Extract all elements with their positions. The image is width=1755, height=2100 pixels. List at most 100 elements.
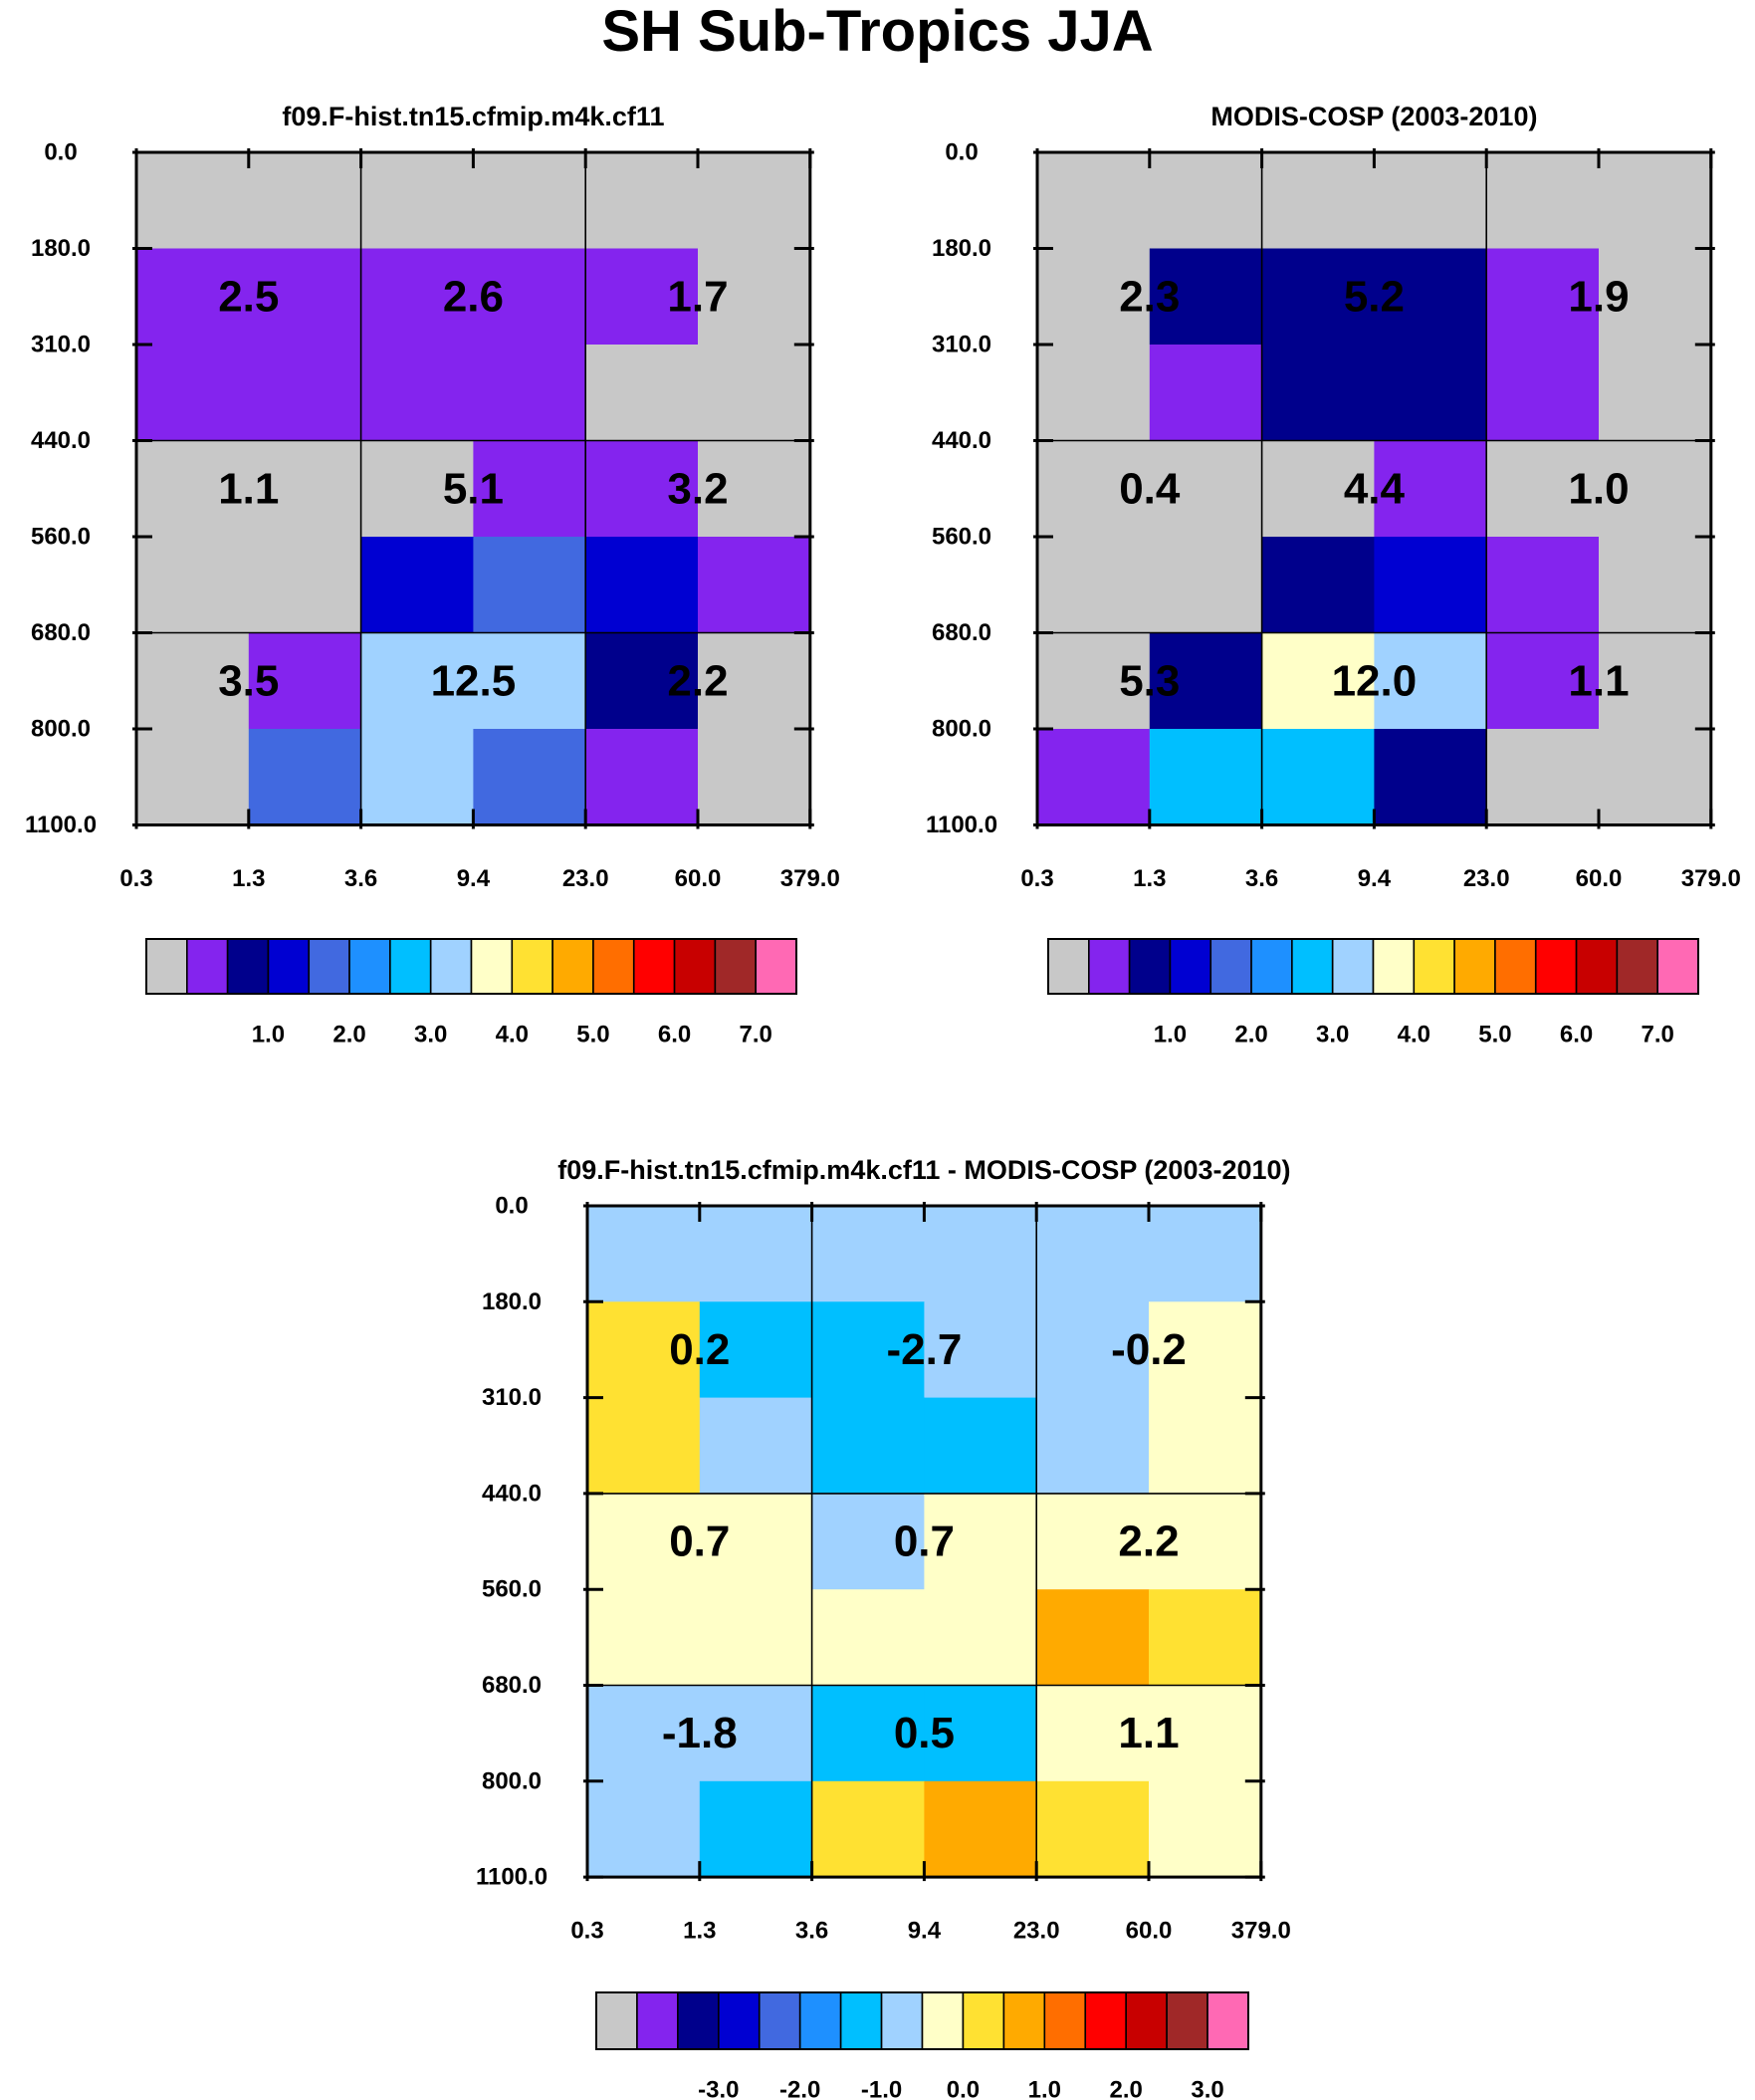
heatmap-cell bbox=[1149, 248, 1263, 346]
heatmap-cell bbox=[473, 440, 586, 538]
cell-value-label: 1.1 bbox=[1568, 656, 1629, 705]
y-tick-label: 680.0 bbox=[482, 1672, 542, 1699]
figure-title: SH Sub-Tropics JJA bbox=[601, 0, 1154, 64]
cell-value-label: 5.2 bbox=[1344, 272, 1405, 321]
x-tick-label: 60.0 bbox=[1576, 865, 1623, 892]
heatmap-cell bbox=[811, 1493, 925, 1590]
y-tick-label: 680.0 bbox=[932, 619, 991, 646]
colorbar-swatch bbox=[595, 1991, 638, 2050]
heatmap-cell bbox=[699, 1493, 813, 1590]
colorbar-swatch bbox=[1043, 1991, 1087, 2050]
cell-value-label: 12.0 bbox=[1332, 656, 1418, 705]
colorbar-swatch bbox=[714, 938, 757, 995]
colorbar-swatch bbox=[1207, 1991, 1249, 2050]
heatmap-cell bbox=[1036, 1780, 1150, 1878]
heatmap-cell bbox=[699, 1685, 813, 1782]
heatmap-cell bbox=[1599, 152, 1712, 250]
colorbar-swatch bbox=[145, 938, 188, 995]
colorbar-swatch bbox=[921, 1991, 965, 2050]
colorbar-label: 4.0 bbox=[496, 1022, 529, 1049]
heatmap-cell bbox=[811, 1397, 925, 1495]
y-tick-label: 560.0 bbox=[932, 524, 991, 551]
x-tick-label: 3.6 bbox=[795, 1918, 828, 1945]
y-tick-label: 1100.0 bbox=[476, 1864, 548, 1891]
colorbar-label: 4.0 bbox=[1398, 1022, 1430, 1049]
cell-value-label: 5.3 bbox=[1119, 656, 1180, 705]
x-tick-label: 9.4 bbox=[457, 865, 491, 892]
heatmap-cell bbox=[1261, 440, 1375, 538]
colorbar-frame bbox=[145, 938, 797, 995]
heatmap-cell bbox=[699, 1780, 813, 1878]
heatmap-cell bbox=[1037, 248, 1151, 346]
heatmap-cell bbox=[1037, 440, 1151, 538]
heatmap-cell bbox=[811, 1685, 925, 1782]
x-tick-label: 60.0 bbox=[675, 865, 722, 892]
heatmap-cell bbox=[248, 440, 362, 538]
colorbar-label: 3.0 bbox=[1316, 1022, 1349, 1049]
heatmap-cell bbox=[1599, 440, 1712, 538]
heatmap-cell bbox=[924, 1493, 1037, 1590]
cell-value-label: 1.1 bbox=[218, 464, 279, 513]
x-tick-label: 23.0 bbox=[1013, 1918, 1060, 1945]
cell-value-label: -0.2 bbox=[1111, 1325, 1187, 1374]
cell-value-label: 1.1 bbox=[1118, 1709, 1179, 1757]
heatmap-cell bbox=[1599, 345, 1712, 442]
heatmap-cell bbox=[698, 440, 811, 538]
heatmap-cell bbox=[587, 1301, 701, 1399]
heatmap-cell bbox=[585, 537, 699, 634]
heatmap-cell bbox=[699, 1397, 813, 1495]
colorbar-label: -3.0 bbox=[698, 2077, 739, 2100]
colorbar-swatch bbox=[677, 1991, 720, 2050]
heatmap-cell bbox=[1261, 632, 1375, 730]
y-tick-label: 180.0 bbox=[482, 1288, 542, 1315]
cell-value-label: 0.5 bbox=[894, 1709, 955, 1757]
heatmap-cell bbox=[1374, 632, 1487, 730]
heatmap-cell bbox=[473, 632, 586, 730]
cell-value-label: 0.7 bbox=[894, 1517, 955, 1566]
heatmap-cell bbox=[1599, 537, 1712, 634]
colorbar-swatch bbox=[1169, 938, 1212, 995]
heatmap-cell bbox=[699, 1301, 813, 1399]
colorbar-label: 6.0 bbox=[1560, 1022, 1593, 1049]
colorbar-label: -1.0 bbox=[861, 2077, 902, 2100]
heatmap-cell bbox=[248, 345, 362, 442]
heatmap-cell bbox=[136, 248, 250, 346]
colorbar-swatch bbox=[1372, 938, 1416, 995]
colorbar-swatch bbox=[592, 938, 635, 995]
colorbar-swatch bbox=[511, 938, 553, 995]
heatmap-cell bbox=[811, 1780, 925, 1878]
heatmap-cell bbox=[1149, 1397, 1262, 1495]
heatmap-cell bbox=[587, 1589, 701, 1687]
colorbar-label: 1.0 bbox=[252, 1022, 285, 1049]
panel-title: f09.F-hist.tn15.cfmip.m4k.cf11 bbox=[282, 102, 664, 131]
heatmap-cell bbox=[1374, 248, 1487, 346]
heatmap-cell bbox=[1149, 345, 1263, 442]
colorbar-swatch bbox=[186, 938, 229, 995]
colorbar-label: 1.0 bbox=[1028, 2077, 1061, 2100]
heatmap-cell bbox=[1261, 537, 1375, 634]
colorbar-frame bbox=[595, 1991, 1249, 2050]
colorbar-swatch bbox=[348, 938, 391, 995]
heatmap-cell bbox=[924, 1685, 1037, 1782]
colorbar-label: 7.0 bbox=[740, 1022, 772, 1049]
heatmap-cell bbox=[585, 248, 699, 346]
heatmap-cell bbox=[360, 537, 474, 634]
heatmap-cell bbox=[248, 632, 362, 730]
heatmap-cell bbox=[360, 440, 474, 538]
heatmap-cell bbox=[1374, 537, 1487, 634]
panel-1: f09.F-hist.tn15.cfmip.m4k.cf11 0.0 180.0 31… bbox=[25, 102, 840, 1049]
x-tick-label: 23.0 bbox=[1463, 865, 1510, 892]
cell-value-label: 2.6 bbox=[443, 272, 504, 321]
panel-3: f09.F-hist.tn15.cfmip.m4k.cf11 - MODIS-C… bbox=[476, 1155, 1291, 2100]
heatmap-cell bbox=[1149, 632, 1263, 730]
heatmap-cell bbox=[811, 1589, 925, 1687]
heatmap-cell bbox=[699, 1206, 813, 1302]
cell-value-label: 3.2 bbox=[667, 464, 728, 513]
heatmap-cell bbox=[698, 537, 811, 634]
x-tick-label: 379.0 bbox=[1681, 865, 1741, 892]
panel-title: f09.F-hist.tn15.cfmip.m4k.cf11 - MODIS-C… bbox=[557, 1155, 1290, 1185]
cell-value-label: 1.9 bbox=[1568, 272, 1629, 321]
heatmap-cell bbox=[1261, 345, 1375, 442]
heatmap-cell bbox=[360, 632, 474, 730]
